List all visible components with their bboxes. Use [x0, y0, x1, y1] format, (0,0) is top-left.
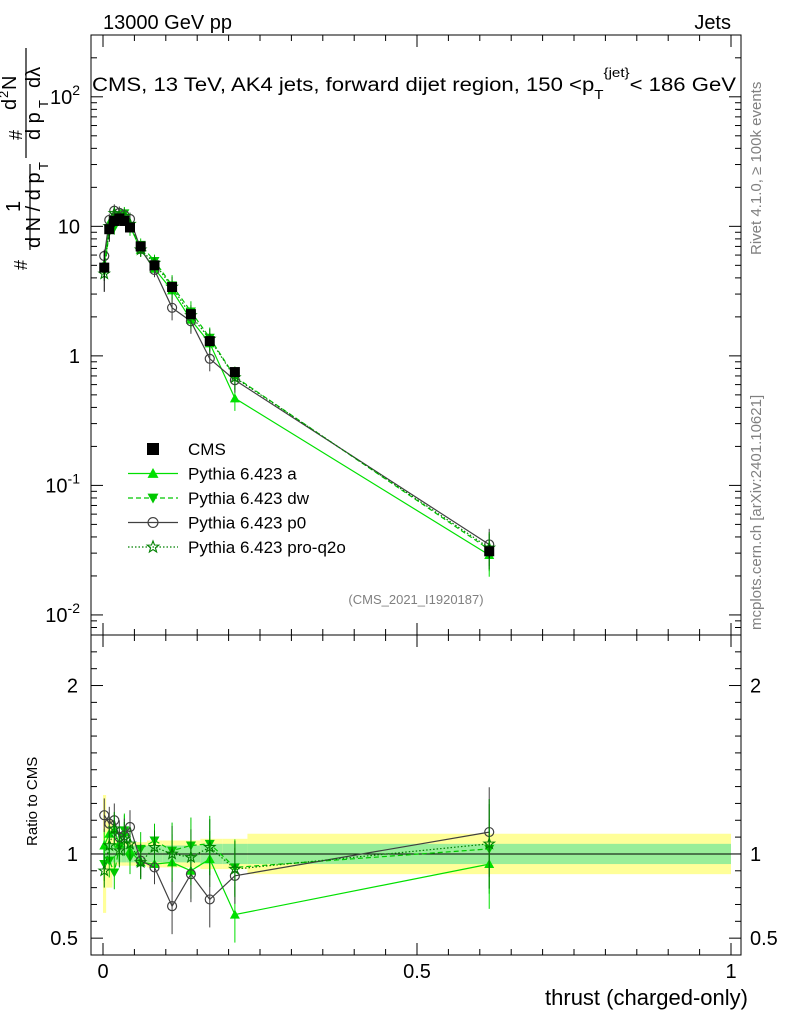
- svg-text:1: 1: [3, 201, 25, 212]
- y-tick-exponent: 2: [72, 82, 80, 98]
- ratio-point-pythia-6-423-pro-q2o: [147, 840, 162, 854]
- chart-title: CMS, 13 TeV, AK4 jets, forward dijet reg…: [92, 65, 736, 102]
- y-tick-label: 10-1: [45, 470, 80, 497]
- data-point-cms: [484, 546, 495, 557]
- svg-text:d p: d p: [23, 112, 45, 140]
- svg-text:dλ: dλ: [23, 67, 45, 88]
- ratio-point-pythia-6-423-pro-q2o: [97, 863, 112, 877]
- y-tick-exponent: -1: [68, 470, 81, 486]
- ratio-point-pythia-6-423-p0: [204, 894, 215, 905]
- data-point-cms: [167, 282, 178, 293]
- rivet-label: Rivet 4.1.0, ≥ 100k events: [748, 82, 765, 255]
- data-point-cms: [125, 222, 136, 233]
- header-left: 13000 GeV pp: [103, 12, 232, 34]
- ratio-y-tick-label-right: 2: [750, 676, 761, 698]
- ratio-point-pythia-6-423-pro-q2o: [102, 838, 117, 852]
- legend-marker: [147, 493, 159, 504]
- x-axis-label: thrust (charged-only): [545, 985, 748, 1010]
- ratio-point-pythia-6-423-pro-q2o: [133, 855, 148, 869]
- data-point-cms: [149, 260, 160, 271]
- svg-text:#: #: [6, 130, 26, 140]
- legend-label: Pythia 6.423 dw: [188, 489, 310, 508]
- x-tick-label: 0: [97, 961, 108, 983]
- ratio-y-tick-label: 1: [67, 844, 78, 866]
- data-point-cms: [99, 262, 110, 273]
- ratio-point-pythia-6-423-dw: [109, 868, 120, 878]
- data-point-cms: [104, 224, 115, 235]
- svg-text:d: d: [0, 99, 21, 110]
- ratio-frame: [90, 634, 742, 956]
- ratio-y-tick-label-right: 0.5: [750, 928, 778, 950]
- svg-text:2: 2: [0, 91, 11, 98]
- ratio-point-pythia-6-423-pro-q2o: [184, 850, 198, 864]
- ratio-point-pythia-6-423-pro-q2o: [202, 840, 217, 854]
- ratio-point-pythia-6-423-pro-q2o: [482, 836, 497, 850]
- point-pythia-6-423-p0: [166, 302, 178, 313]
- ratio-point-pythia-6-423-pro-q2o: [228, 861, 242, 875]
- legend-label: CMS: [188, 440, 226, 459]
- svg-text:N: N: [0, 76, 21, 90]
- svg-text:T: T: [36, 162, 51, 170]
- y-tick-exponent: -2: [68, 600, 81, 616]
- data-point-cms: [185, 309, 196, 320]
- svg-text:T: T: [36, 100, 51, 108]
- y-axis-label: # d N / d p T 1 # d p T dλ d 2 N: [0, 48, 51, 270]
- ratio-point-pythia-6-423-pro-q2o: [123, 836, 137, 850]
- legend-marker: [147, 443, 159, 455]
- point-pythia-6-423-p0: [204, 353, 215, 364]
- mcplots-label: mcplots.cern.ch [arXiv:2401.10621]: [748, 395, 765, 630]
- svg-text:#: #: [11, 260, 31, 270]
- y-tick-label: 102: [50, 82, 80, 109]
- point-pythia-6-423-a: [229, 393, 240, 403]
- data-point-cms: [109, 215, 120, 226]
- header-right: Jets: [694, 12, 731, 34]
- data-point-cms: [229, 367, 240, 378]
- ratio-y-tick-label: 2: [67, 676, 78, 698]
- data-point-cms: [135, 241, 146, 252]
- ratio-point-pythia-6-423-pro-q2o: [107, 821, 122, 835]
- ratio-point-pythia-6-423-pro-q2o: [112, 843, 127, 857]
- legend-marker: [147, 516, 159, 529]
- ratio-point-pythia-6-423-a: [229, 909, 240, 919]
- ratio-point-pythia-6-423-p0: [99, 810, 110, 821]
- data-point-cms: [119, 215, 130, 226]
- x-tick-label: 1: [725, 961, 736, 983]
- analysis-tag: (CMS_2021_I1920187): [348, 592, 483, 607]
- ratio-point-pythia-6-423-p0: [166, 901, 178, 912]
- ratio-point-pythia-6-423-pro-q2o: [165, 846, 179, 860]
- ratio-y-tick-label-right: 1: [750, 844, 761, 866]
- x-tick-label: 0.5: [403, 961, 431, 983]
- y-tick-label: 1: [69, 346, 80, 368]
- ratio-y-label: Ratio to CMS: [24, 757, 41, 846]
- y-tick-label: 10: [58, 216, 80, 238]
- ratio-y-tick-label: 0.5: [50, 928, 78, 950]
- legend-label: Pythia 6.423 pro-q2o: [188, 538, 346, 557]
- svg-text:d N / d p: d N / d p: [23, 172, 45, 248]
- legend-label: Pythia 6.423 p0: [188, 514, 306, 533]
- ratio-point-pythia-6-423-pro-q2o: [117, 831, 132, 845]
- legend: CMS Pythia 6.423 a Pythia 6.423 dw Pythia 6…: [128, 440, 346, 557]
- legend-label: Pythia 6.423 a: [188, 465, 297, 484]
- legend-marker: [147, 468, 159, 478]
- data-point-cms: [114, 213, 125, 224]
- legend-marker: [145, 539, 161, 554]
- data-point-cms: [204, 336, 215, 347]
- y-tick-label: 10-2: [45, 600, 80, 627]
